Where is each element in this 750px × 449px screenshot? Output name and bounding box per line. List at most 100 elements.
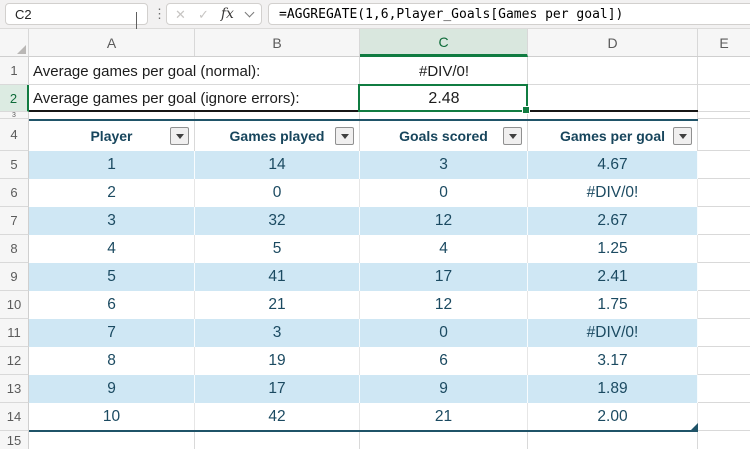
row-header-8[interactable]: 8 [0,235,29,263]
table-row: 4 5 4 1.25 [29,235,698,263]
filter-button[interactable] [503,127,522,145]
table-resize-handle-icon[interactable] [690,423,698,431]
cell-goals-scored[interactable]: 12 [360,291,528,319]
cell-goals-scored[interactable]: 0 [360,179,528,207]
cell-games-played[interactable]: 14 [195,151,360,179]
cell-games-played[interactable]: 41 [195,263,360,291]
formula-buttons: ✕ ✓ fx [166,3,262,25]
row-header-2[interactable]: 2 [0,85,29,112]
cell-player[interactable]: 6 [29,291,195,319]
column-header-b[interactable]: B [195,29,360,56]
cell-games-played[interactable]: 17 [195,375,360,403]
cell-games-per-goal[interactable]: #DIV/0! [528,179,698,207]
cell-a2[interactable]: Average games per goal (ignore errors): [33,90,300,107]
cell-games-per-goal[interactable]: 3.17 [528,347,698,375]
select-all-button[interactable] [0,29,29,56]
select-all-icon [17,45,26,54]
table-header-player[interactable]: Player [29,121,195,151]
cell-games-played[interactable]: 21 [195,291,360,319]
cell-games-per-goal[interactable]: 2.00 [528,403,698,431]
cell-player[interactable]: 2 [29,179,195,207]
enter-icon[interactable]: ✓ [197,6,209,22]
row-header-12[interactable]: 12 [0,347,29,375]
table-header-games-played[interactable]: Games played [195,121,360,151]
column-header-a[interactable]: A [29,29,195,56]
row-header-14[interactable]: 14 [0,403,29,431]
row-header-9[interactable]: 9 [0,263,29,291]
table-header-row: Player Games played Goals scored Games p… [29,121,698,153]
formula-strip: C2 ⋮ ✕ ✓ fx =AGGREGATE(1,6,Player_Goals[… [0,0,750,30]
cell-c2[interactable]: 2.48 [428,89,460,107]
table-body: 1 14 3 4.67 2 0 0 #DIV/0! 3 32 12 2.67 4… [29,151,698,431]
filter-dropdown-icon [340,134,349,139]
cell-goals-scored[interactable]: 12 [360,207,528,235]
name-box-value: C2 [15,6,32,22]
row-header-11[interactable]: 11 [0,319,29,347]
cell-games-played[interactable]: 19 [195,347,360,375]
row-headers: 1 2 3 4 5 6 7 8 9 10 11 12 13 14 15 [0,57,29,449]
cell-games-played[interactable]: 32 [195,207,360,235]
cell-games-played[interactable]: 3 [195,319,360,347]
cell-player[interactable]: 4 [29,235,195,263]
row-header-3[interactable]: 3 [0,112,29,119]
row-header-6[interactable]: 6 [0,179,29,207]
column-header-c[interactable]: C [360,29,528,57]
table-row: 10 42 21 2.00 [29,403,698,431]
cell-games-per-goal[interactable]: 1.25 [528,235,698,263]
row-header-13[interactable]: 13 [0,375,29,403]
column-headers: A B C D E [0,29,750,57]
cancel-icon[interactable]: ✕ [175,6,186,22]
cell-player[interactable]: 7 [29,319,195,347]
row-header-10[interactable]: 10 [0,291,29,319]
cell-goals-scored[interactable]: 0 [360,319,528,347]
column-header-e[interactable]: E [719,34,729,51]
cell-games-played[interactable]: 5 [195,235,360,263]
row-2: Average games per goal (ignore errors): … [29,85,750,112]
cell-player[interactable]: 5 [29,263,195,291]
fill-handle[interactable] [522,106,530,114]
name-box[interactable]: C2 [5,3,148,30]
cell-goals-scored[interactable]: 4 [360,235,528,263]
cell-games-per-goal[interactable]: 2.67 [528,207,698,235]
cell-goals-scored[interactable]: 6 [360,347,528,375]
cell-games-per-goal[interactable]: 1.89 [528,375,698,403]
cell-player[interactable]: 9 [29,375,195,403]
insert-function-icon[interactable]: fx [220,6,234,22]
cell-player[interactable]: 10 [29,403,195,431]
row-header-4[interactable]: 4 [0,119,29,151]
cell-goals-scored[interactable]: 9 [360,375,528,403]
cell-goals-scored[interactable]: 17 [360,263,528,291]
filter-dropdown-icon [508,134,517,139]
cell-games-per-goal[interactable]: #DIV/0! [528,319,698,347]
name-box-dropdown-icon[interactable] [136,12,137,30]
cell-games-played[interactable]: 0 [195,179,360,207]
cell-games-played[interactable]: 42 [195,403,360,431]
cell-goals-scored[interactable]: 3 [360,151,528,179]
row-header-15[interactable]: 15 [0,431,29,449]
cell-games-per-goal[interactable]: 4.67 [528,151,698,179]
filter-button[interactable] [170,127,189,145]
cell-games-per-goal[interactable]: 1.75 [528,291,698,319]
filter-button[interactable] [673,127,692,145]
row-header-7[interactable]: 7 [0,207,29,235]
row-header-5[interactable]: 5 [0,151,29,179]
fx-dropdown-icon[interactable] [244,7,255,18]
cell-games-per-goal[interactable]: 2.41 [528,263,698,291]
row-header-1[interactable]: 1 [0,57,29,85]
cell-player[interactable]: 1 [29,151,195,179]
cell-a1[interactable]: Average games per goal (normal): [33,62,261,80]
cell-c1[interactable]: #DIV/0! [418,62,470,80]
gridline [698,150,750,151]
column-header-d[interactable]: D [528,29,698,56]
table-header-goals-scored[interactable]: Goals scored [360,121,528,151]
cell-goals-scored[interactable]: 21 [360,403,528,431]
formula-text: =AGGREGATE(1,6,Player_Goals[Games per go… [279,6,624,22]
table-top-border [29,119,698,121]
summary-rows: Average games per goal (normal): #DIV/0!… [29,57,750,112]
formula-bar[interactable]: =AGGREGATE(1,6,Player_Goals[Games per go… [268,3,750,25]
table-header-games-per-goal[interactable]: Games per goal [528,121,698,151]
table-row: 5 41 17 2.41 [29,263,698,291]
cell-player[interactable]: 3 [29,207,195,235]
filter-button[interactable] [335,127,354,145]
cell-player[interactable]: 8 [29,347,195,375]
